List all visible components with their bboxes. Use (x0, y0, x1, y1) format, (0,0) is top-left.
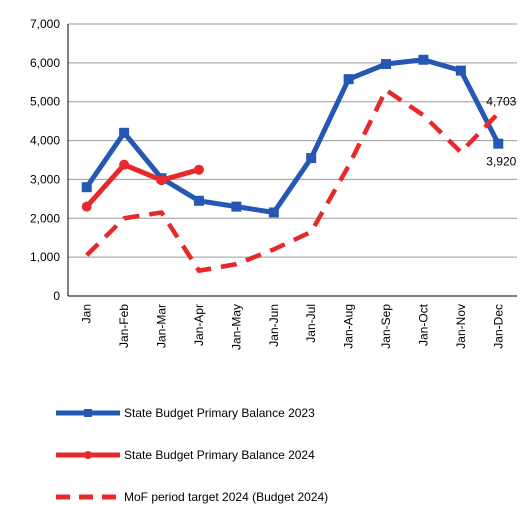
legend-label: State Budget Primary Balance 2024 (124, 448, 315, 462)
point (306, 153, 317, 164)
point (193, 164, 204, 175)
series-line (85, 87, 500, 273)
point (81, 182, 92, 193)
point (381, 59, 392, 70)
x-tick-label: Jan-Aug (342, 304, 356, 349)
x-tick-label: Jan-Jun (267, 304, 281, 347)
x-tick-label: Jan-Nov (454, 304, 468, 349)
y-tick-label: 5,000 (30, 95, 60, 109)
x-tick-label: Jan (80, 304, 94, 323)
y-tick-label: 3,000 (30, 172, 60, 186)
x-tick-label: Jan-Sep (379, 304, 393, 349)
point (81, 201, 92, 212)
point (343, 74, 354, 85)
x-tick-label: Jan-Feb (117, 304, 131, 348)
series-line (84, 57, 501, 215)
y-tick-label: 1,000 (30, 250, 60, 264)
x-tick-label: Jan-Apr (192, 304, 206, 346)
point (119, 159, 130, 170)
legend-label: MoF period target 2024 (Budget 2024) (124, 490, 328, 504)
series-line (84, 162, 200, 209)
point (193, 195, 204, 206)
point (231, 201, 242, 212)
y-tick-label: 4,000 (30, 134, 60, 148)
y-tick-label: 7,000 (30, 17, 60, 31)
y-tick-label: 6,000 (30, 56, 60, 70)
data-label: 4,703 (486, 94, 516, 108)
legend-item: State Budget Primary Balance 2023 (56, 406, 315, 420)
legend-item: MoF period target 2024 (Budget 2024) (56, 490, 328, 504)
point (455, 65, 466, 76)
point (493, 138, 504, 149)
legend-marker (84, 451, 92, 459)
x-tick-label: Jan-Jul (304, 304, 318, 343)
data-label: 3,920 (486, 155, 516, 169)
legend-label: State Budget Primary Balance 2023 (124, 406, 315, 420)
y-tick-label: 2,000 (30, 211, 60, 225)
point (268, 207, 279, 218)
x-tick-label: Jan-Mar (155, 304, 169, 348)
legend-marker (84, 409, 92, 417)
legend-item: State Budget Primary Balance 2024 (56, 448, 315, 462)
x-tick-label: Jan-May (229, 304, 243, 350)
x-tick-label: Jan-Oct (416, 303, 430, 346)
point (418, 54, 429, 65)
point (119, 127, 130, 138)
y-tick-label: 0 (53, 289, 60, 303)
point (156, 175, 167, 186)
x-tick-label: Jan-Dec (491, 304, 505, 349)
